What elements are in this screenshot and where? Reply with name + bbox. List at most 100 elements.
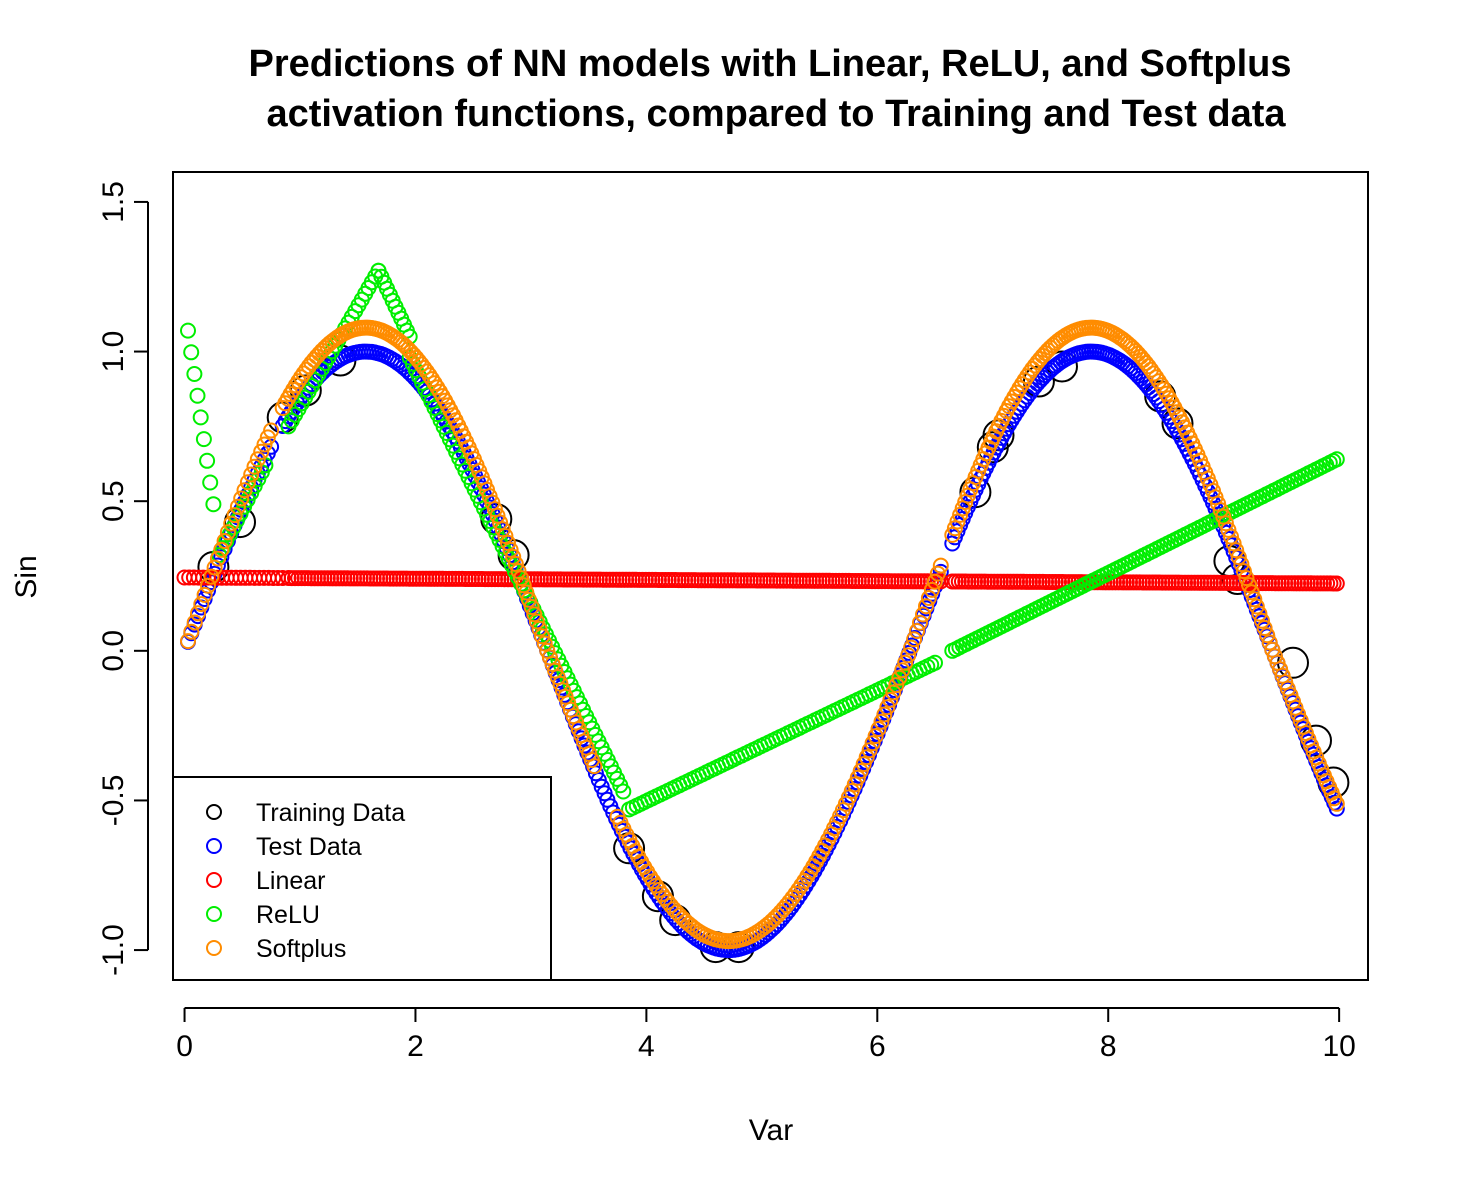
legend-label: Training Data	[256, 799, 405, 827]
data-point	[870, 721, 887, 737]
chart-title-line-1: Predictions of NN models with Linear, Re…	[249, 43, 1292, 85]
y-tick-label: 0.0	[97, 630, 130, 672]
legend-label: Linear	[256, 867, 326, 895]
data-point	[1256, 620, 1273, 636]
data-point	[1230, 549, 1247, 566]
data-point	[494, 521, 511, 538]
data-point	[1251, 605, 1268, 622]
data-point	[290, 373, 307, 390]
data-point	[209, 550, 226, 567]
data-point	[193, 596, 210, 613]
data-point	[1223, 528, 1239, 545]
data-point	[1261, 634, 1278, 651]
data-point	[1328, 451, 1345, 468]
data-point	[526, 606, 543, 623]
data-point	[205, 496, 222, 513]
data-point	[183, 623, 200, 640]
data-point	[1014, 376, 1030, 393]
data-point	[180, 322, 196, 339]
legend: Training Data Test Data Linear ReLU Softplus	[172, 776, 552, 981]
x-tick-label: 2	[407, 1030, 424, 1063]
data-point	[236, 482, 253, 499]
data-point	[246, 458, 263, 475]
data-point	[648, 885, 665, 902]
legend-marker	[206, 804, 222, 820]
data-point	[929, 565, 946, 582]
data-point	[192, 409, 209, 426]
data-point	[486, 501, 503, 518]
data-point	[518, 584, 535, 601]
legend-box	[172, 776, 552, 981]
data-point	[536, 635, 553, 652]
data-point	[900, 647, 917, 664]
data-point	[885, 684, 902, 701]
legend-marker	[206, 906, 222, 922]
data-point	[944, 526, 961, 543]
data-point	[1254, 612, 1270, 629]
data-point	[1328, 575, 1345, 592]
data-point	[586, 758, 603, 775]
data-point	[216, 533, 233, 549]
y-axis-label: Sin	[10, 555, 43, 598]
data-point	[864, 735, 881, 752]
data-point	[1217, 515, 1234, 532]
y-tick-label: 1.0	[97, 331, 130, 373]
data-point	[203, 568, 220, 585]
legend-marker	[206, 838, 222, 854]
data-point	[920, 590, 937, 606]
series-softplus	[180, 319, 1345, 950]
data-point	[199, 452, 216, 469]
data-point	[223, 515, 240, 532]
legend-marker	[206, 940, 222, 956]
x-axis: 0 2 4 6 8 10	[176, 1007, 1356, 1063]
x-tick-label: 10	[1322, 1030, 1355, 1063]
data-point	[274, 570, 291, 586]
data-point	[497, 528, 514, 544]
data-point	[400, 341, 417, 358]
data-point	[219, 524, 236, 541]
data-point	[200, 577, 216, 594]
data-point	[180, 633, 196, 650]
data-point	[515, 577, 532, 594]
data-point	[510, 563, 527, 579]
data-point	[1161, 407, 1194, 440]
data-point	[186, 366, 203, 382]
data-point	[213, 541, 230, 558]
data-point	[243, 466, 260, 483]
data-point	[265, 570, 282, 586]
data-point	[1220, 521, 1237, 538]
data-point	[229, 498, 246, 515]
data-point	[195, 431, 212, 448]
legend-marker	[206, 872, 222, 888]
data-point	[1328, 800, 1345, 817]
data-point	[531, 620, 548, 637]
x-tick-label: 8	[1100, 1030, 1117, 1063]
data-point	[912, 614, 928, 631]
data-point	[421, 367, 438, 384]
data-point	[876, 706, 893, 723]
data-point	[1235, 563, 1252, 580]
data-point	[528, 613, 545, 630]
y-axis: -1.0 -0.5 0.0 0.5 1.0 1.5	[97, 181, 149, 976]
legend-label: Test Data	[256, 833, 362, 861]
y-tick-label: 0.5	[97, 480, 130, 522]
data-point	[1225, 535, 1242, 552]
data-point	[923, 581, 940, 598]
data-point	[882, 691, 899, 708]
data-point	[894, 662, 911, 679]
data-point	[183, 344, 200, 361]
data-point	[520, 591, 537, 608]
data-point	[1246, 591, 1263, 608]
data-point	[502, 541, 519, 558]
data-point	[1243, 584, 1260, 601]
data-point	[1148, 369, 1165, 386]
data-point	[263, 438, 280, 455]
data-point	[915, 606, 931, 623]
data-point	[1248, 598, 1265, 615]
legend-label: Softplus	[256, 935, 346, 963]
data-point	[249, 451, 266, 468]
data-point	[1238, 570, 1255, 587]
data-point	[858, 749, 875, 766]
data-point	[534, 628, 550, 645]
data-point	[1150, 373, 1167, 390]
